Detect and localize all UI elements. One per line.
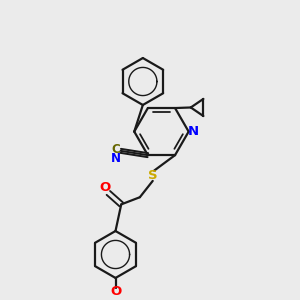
Text: N: N <box>188 125 200 138</box>
Text: S: S <box>148 169 158 182</box>
Text: O: O <box>110 285 121 298</box>
Text: N: N <box>110 152 121 164</box>
Text: C: C <box>111 143 120 156</box>
Text: O: O <box>100 181 111 194</box>
